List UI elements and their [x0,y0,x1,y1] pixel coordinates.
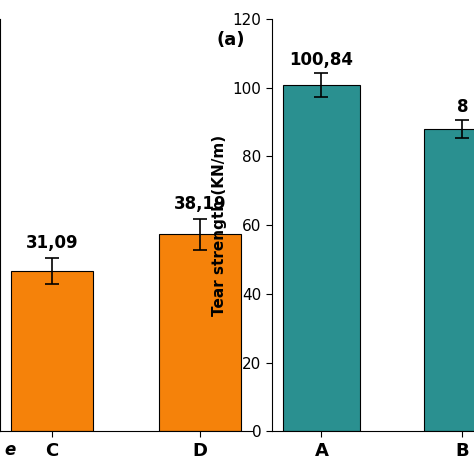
Text: (a): (a) [216,31,245,49]
Text: 31,09: 31,09 [26,234,78,252]
Y-axis label: Tear strength (KN/m): Tear strength (KN/m) [212,135,227,316]
Text: e: e [5,441,16,459]
Text: 100,84: 100,84 [290,51,354,69]
Text: 38,19: 38,19 [173,195,226,213]
Bar [11,271,93,431]
Bar [424,129,474,431]
Text: 8: 8 [456,98,468,116]
Bar [283,85,360,431]
Bar [159,235,241,431]
